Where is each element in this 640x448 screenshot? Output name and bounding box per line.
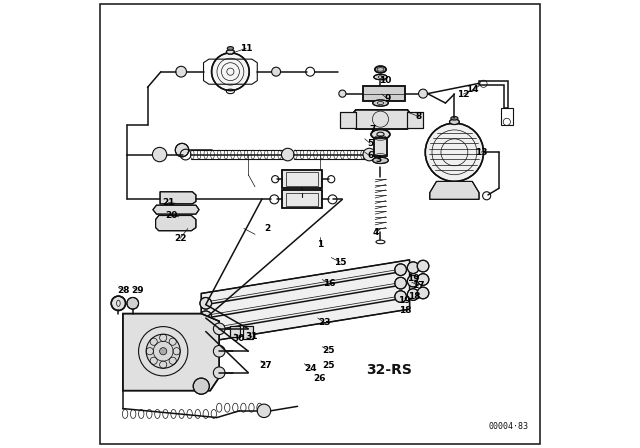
Circle shape	[200, 297, 212, 309]
Circle shape	[363, 148, 376, 161]
Text: 22: 22	[174, 234, 186, 243]
Text: 7: 7	[370, 125, 376, 134]
Text: 19: 19	[407, 274, 419, 283]
Circle shape	[111, 296, 125, 310]
Polygon shape	[160, 192, 196, 204]
Circle shape	[417, 260, 429, 272]
Text: 8: 8	[415, 112, 422, 121]
Text: 30: 30	[232, 334, 244, 343]
Bar	[230, 326, 240, 337]
Circle shape	[146, 334, 180, 368]
Circle shape	[339, 90, 346, 97]
Text: 18: 18	[399, 306, 412, 314]
Circle shape	[152, 147, 167, 162]
Circle shape	[271, 67, 280, 76]
Ellipse shape	[227, 50, 234, 54]
Polygon shape	[430, 181, 479, 199]
Text: 32-RS: 32-RS	[367, 362, 412, 377]
Circle shape	[200, 311, 212, 323]
Circle shape	[425, 123, 484, 181]
Bar	[282, 170, 323, 188]
Polygon shape	[362, 86, 405, 101]
Bar	[287, 193, 318, 206]
Text: 6: 6	[367, 151, 373, 160]
Bar	[243, 326, 253, 339]
Text: 14: 14	[466, 85, 479, 94]
Circle shape	[212, 53, 249, 90]
Circle shape	[407, 262, 419, 273]
Circle shape	[419, 89, 428, 98]
Text: 25: 25	[322, 361, 334, 370]
Circle shape	[159, 348, 167, 355]
Circle shape	[175, 143, 189, 157]
Text: 3: 3	[375, 155, 381, 164]
Text: 10: 10	[379, 76, 391, 85]
Polygon shape	[347, 110, 417, 129]
Polygon shape	[153, 205, 199, 214]
Circle shape	[176, 66, 186, 77]
Bar	[282, 190, 323, 208]
Text: 17: 17	[412, 281, 425, 290]
Circle shape	[417, 274, 429, 285]
Polygon shape	[156, 215, 196, 231]
Circle shape	[213, 323, 225, 335]
Bar	[230, 326, 240, 337]
Text: 20: 20	[165, 211, 177, 220]
Text: 27: 27	[259, 361, 271, 370]
Circle shape	[417, 287, 429, 299]
Text: 24: 24	[304, 364, 316, 373]
Circle shape	[395, 277, 406, 289]
Text: 4: 4	[373, 228, 379, 237]
Text: 19: 19	[398, 296, 410, 305]
Circle shape	[395, 264, 406, 276]
Bar	[287, 172, 318, 186]
Ellipse shape	[372, 157, 388, 164]
Polygon shape	[202, 260, 410, 343]
Ellipse shape	[227, 47, 234, 50]
Ellipse shape	[375, 66, 386, 73]
Text: 13: 13	[475, 148, 488, 157]
Circle shape	[407, 289, 419, 300]
Text: 1: 1	[317, 240, 323, 249]
Text: 9: 9	[384, 94, 390, 103]
Text: 2: 2	[264, 224, 270, 233]
Bar	[243, 326, 253, 339]
Bar	[282, 170, 323, 188]
Text: 5: 5	[367, 139, 373, 148]
Polygon shape	[408, 112, 423, 128]
Circle shape	[407, 275, 419, 287]
Bar	[282, 190, 323, 208]
Text: 25: 25	[322, 346, 334, 355]
Text: 23: 23	[318, 318, 331, 327]
Text: 00004·83: 00004·83	[488, 422, 528, 431]
Text: 29: 29	[131, 286, 143, 295]
Circle shape	[257, 404, 271, 418]
Text: 18: 18	[408, 292, 420, 301]
Ellipse shape	[449, 119, 460, 125]
Text: 12: 12	[457, 90, 470, 99]
Circle shape	[213, 345, 225, 357]
Bar	[374, 138, 387, 156]
Bar	[374, 138, 387, 156]
Circle shape	[395, 291, 406, 302]
Text: 26: 26	[313, 374, 325, 383]
Circle shape	[127, 297, 139, 309]
Ellipse shape	[372, 100, 388, 106]
Polygon shape	[123, 314, 220, 391]
Ellipse shape	[374, 74, 387, 80]
Ellipse shape	[451, 116, 458, 120]
Text: 16: 16	[323, 279, 335, 288]
Text: 28: 28	[118, 286, 130, 295]
Circle shape	[282, 148, 294, 161]
Text: 21: 21	[163, 198, 175, 207]
Text: 11: 11	[240, 44, 252, 53]
Text: 31: 31	[246, 332, 258, 341]
Text: 15: 15	[334, 258, 346, 267]
Circle shape	[193, 378, 209, 394]
Polygon shape	[340, 112, 356, 128]
Ellipse shape	[371, 129, 390, 139]
Circle shape	[200, 324, 212, 336]
Circle shape	[213, 367, 225, 379]
